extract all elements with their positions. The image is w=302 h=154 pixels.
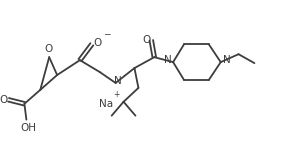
Text: +: + <box>114 90 120 99</box>
Text: N: N <box>164 55 172 65</box>
Text: O: O <box>142 35 150 45</box>
Text: −: − <box>103 29 110 38</box>
Text: OH: OH <box>20 123 36 133</box>
Text: O: O <box>94 38 102 48</box>
Text: N: N <box>114 76 121 86</box>
Text: O: O <box>0 95 8 105</box>
Text: N: N <box>223 55 230 65</box>
Text: Na: Na <box>99 99 113 109</box>
Text: O: O <box>44 44 52 54</box>
